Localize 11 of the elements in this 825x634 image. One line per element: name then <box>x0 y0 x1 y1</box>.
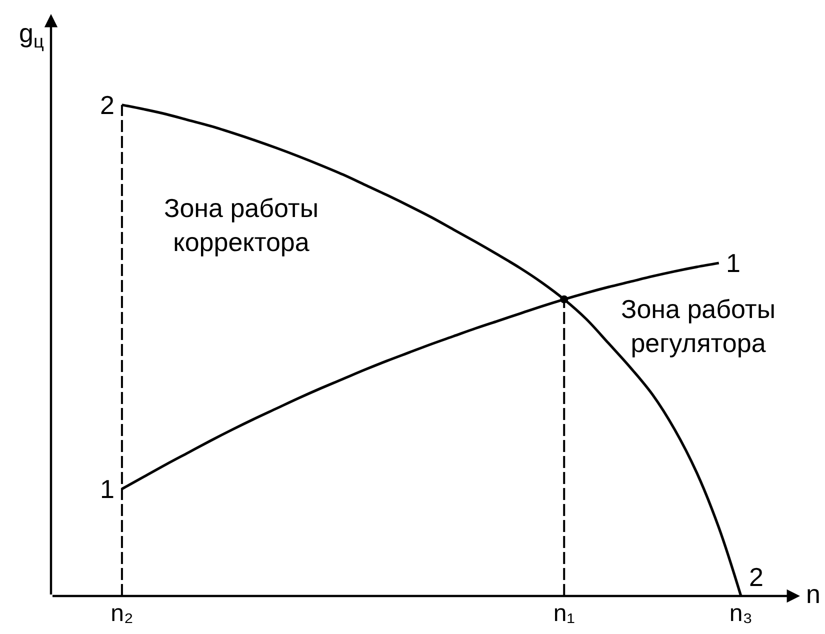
series-label: 1 <box>726 248 740 278</box>
x-tick-label: n₁ <box>553 600 575 627</box>
x-tick-label: n₃ <box>729 600 753 627</box>
annotation: Зона работы регулятора <box>621 294 776 358</box>
x-axis-title: n <box>806 579 820 609</box>
x-tick-label: n₂ <box>110 600 134 627</box>
y-axis-title: g$_{ц}$ <box>19 18 44 52</box>
annotation: Зона работы корректора <box>164 193 319 257</box>
series-label: 2 <box>100 90 114 120</box>
text: 2 <box>749 562 764 592</box>
text: 1 <box>100 474 114 504</box>
